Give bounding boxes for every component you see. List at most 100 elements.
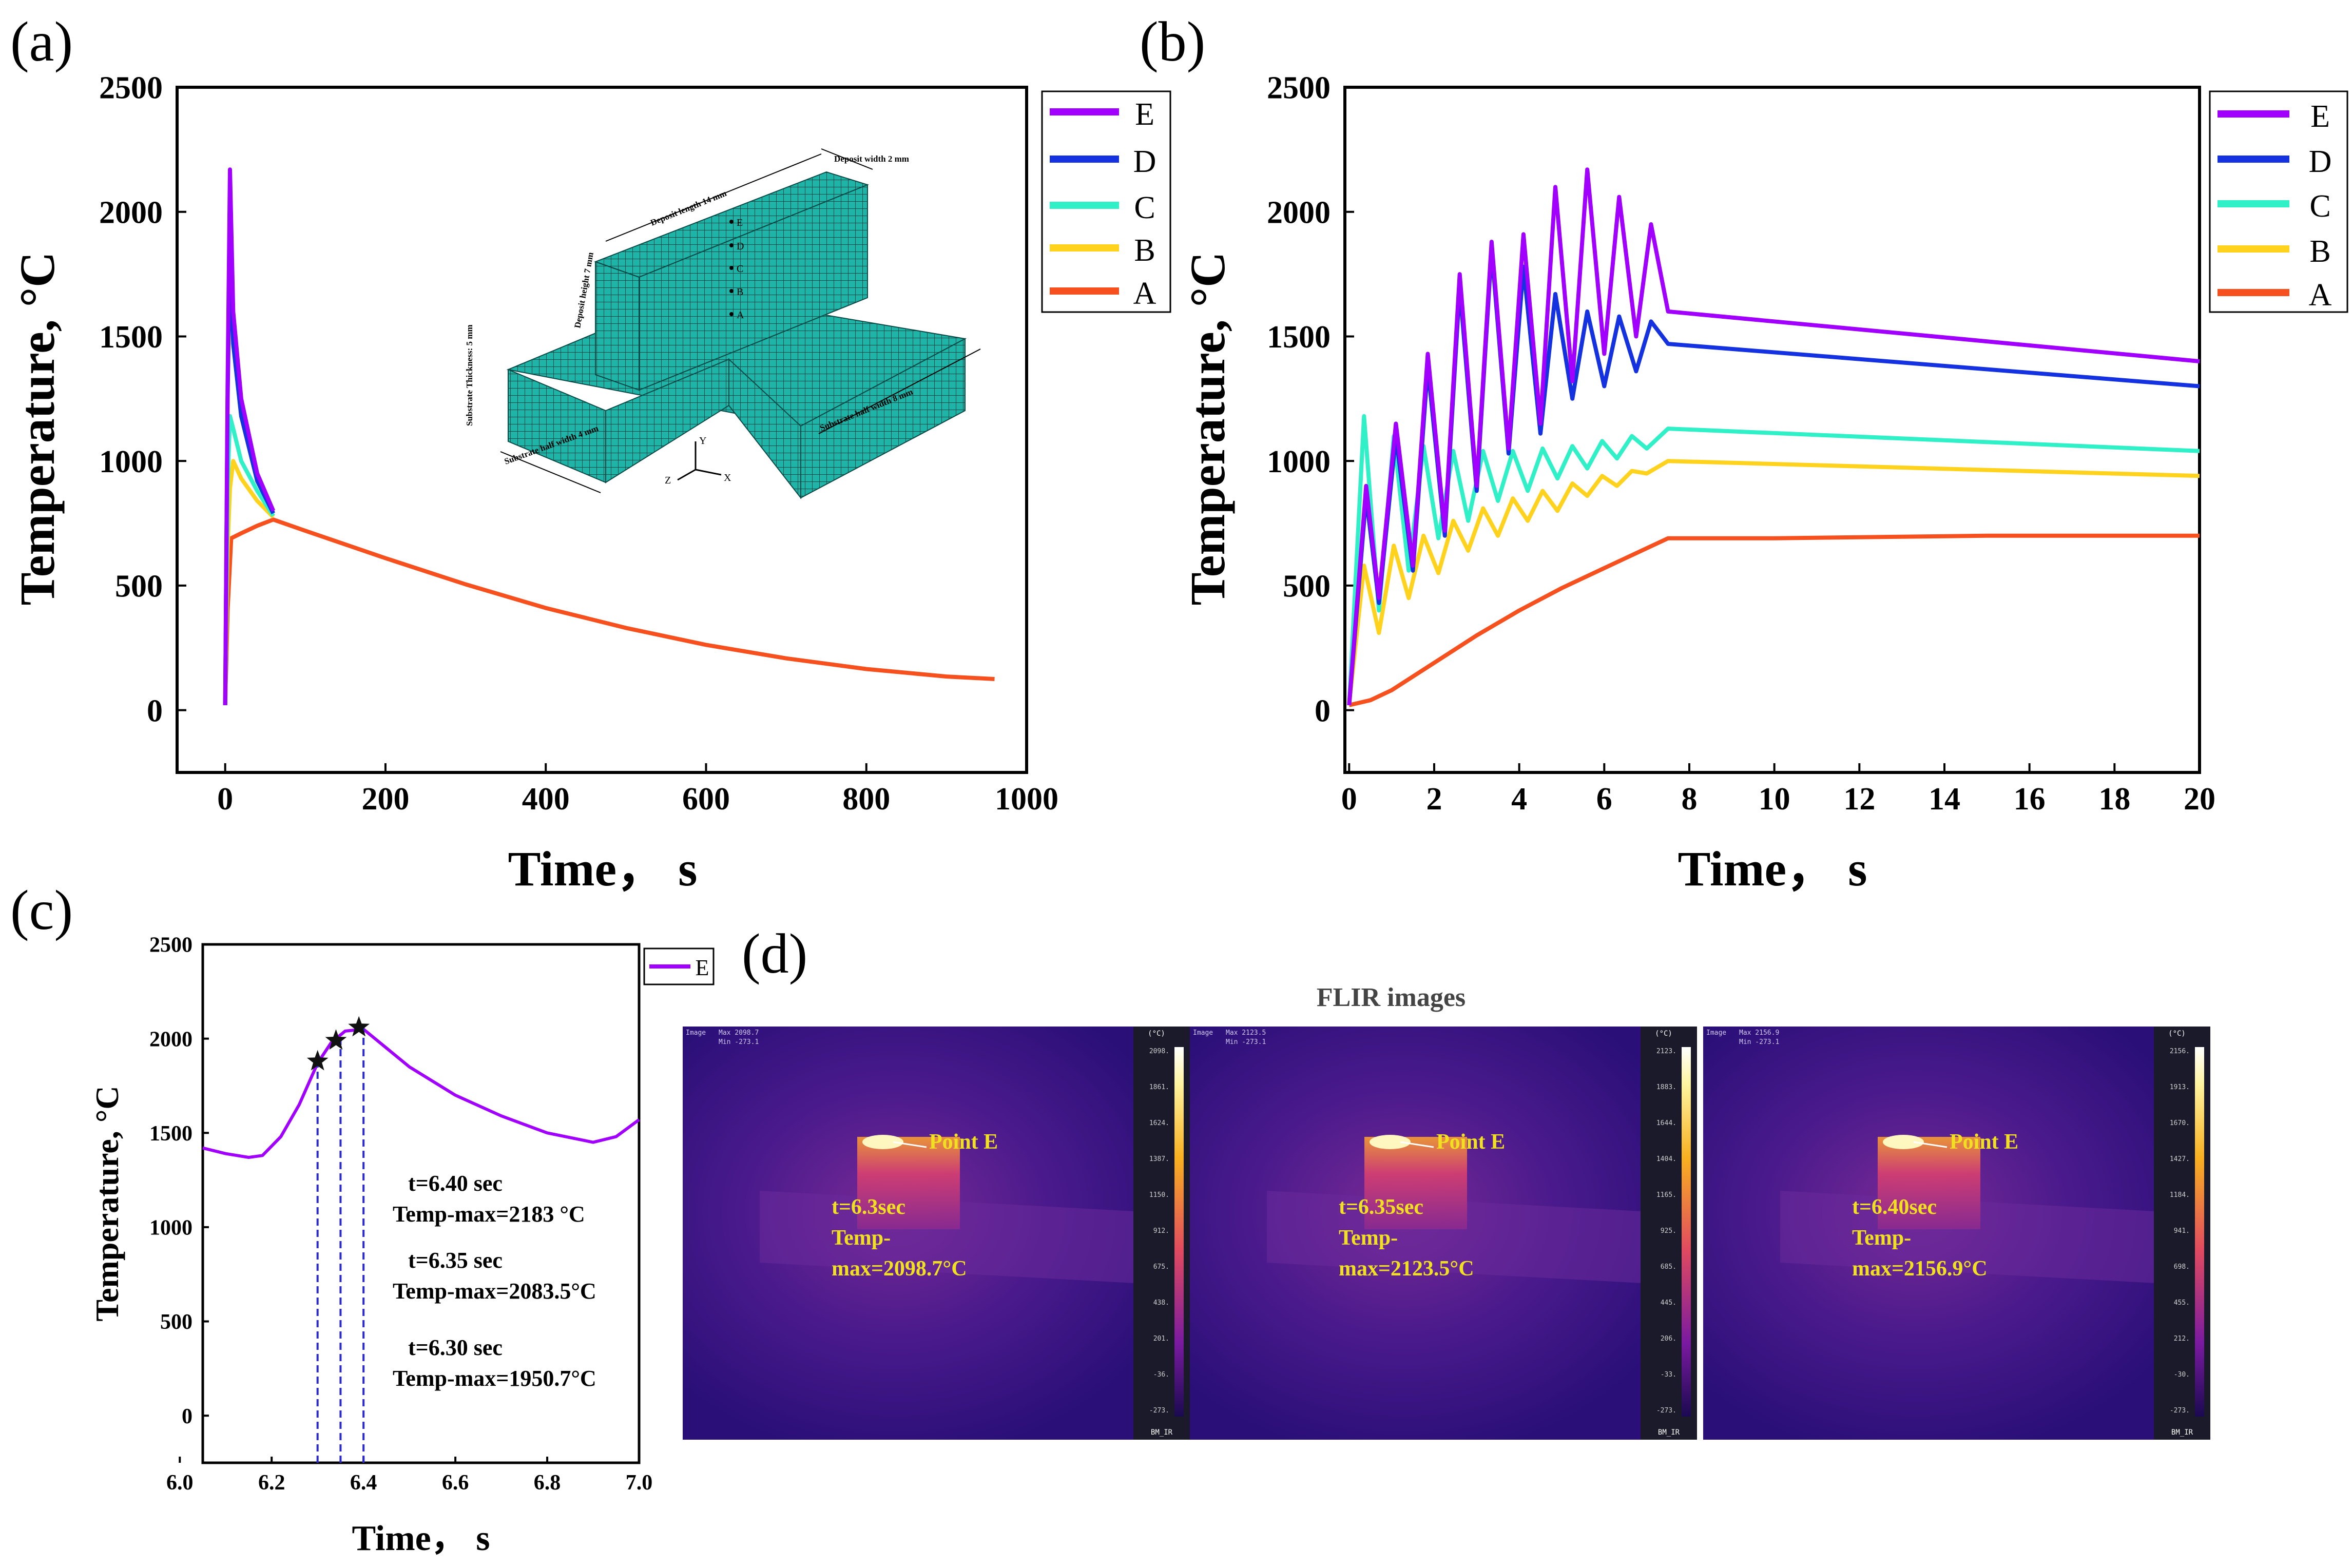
panel-c-frame [201, 943, 641, 1464]
flir-scale-tick-6: 698. [2174, 1263, 2190, 1271]
flir-brand: BM_IR [2171, 1428, 2193, 1437]
panel-b-label: (b) [1140, 10, 1205, 73]
panel-a-inset-mesh: Deposit length 14 mm Deposit width 2 mm … [465, 148, 981, 499]
panel-d: (d) FLIR images Point E t=6.3sec Temp-max=… [683, 922, 2210, 1440]
ytick-label-c-0: 0 [182, 1405, 192, 1428]
panel-b-frame [1343, 86, 2201, 774]
xtick-label-b-6: 12 [1843, 782, 1875, 817]
flir-scale-unit: (°C) [2168, 1030, 2186, 1038]
inset-point-dot-C [729, 266, 734, 270]
series-line-b-B [1347, 459, 2200, 706]
flir-header-min: Min -273.1 [719, 1038, 759, 1046]
xtick-label-b-0: 0 [1341, 782, 1357, 817]
xtick-label-b-3: 6 [1596, 782, 1612, 817]
inset-point-dot-D [729, 243, 734, 247]
inset-point-dot-B [729, 289, 734, 293]
flir-point-leader [893, 1141, 927, 1148]
star-marker-0 [306, 1050, 329, 1071]
flir-temp-label-2: max=2123.5°C [1339, 1257, 1474, 1281]
ytick-label-a-2: 1000 [99, 444, 163, 479]
flir-scale-tick-2: 1670. [2170, 1119, 2190, 1127]
inset-axis-y: Y [699, 435, 706, 447]
flir-scale-tick-9: -33. [1661, 1371, 1676, 1379]
legend-a-label-D: D [1133, 144, 1156, 179]
series-line-a-A [223, 517, 995, 706]
series-line-b-C [1347, 414, 2200, 706]
series-line-b-E [1347, 167, 2200, 706]
flir-point-leader [1400, 1141, 1434, 1148]
xtick-label-a-3: 600 [682, 782, 730, 817]
series-line-c-E [202, 1028, 640, 1159]
panel-d-title: FLIR images [1317, 983, 1466, 1012]
series-line-a-E [223, 167, 276, 705]
flir-image-0: Point E t=6.3sec Temp-max=2098.7°C Image Max… [683, 1027, 1190, 1440]
inset-point-E: E [737, 217, 743, 228]
flir-header-max: Max 2098.7 [719, 1029, 759, 1037]
xtick-label-b-2: 4 [1511, 782, 1527, 817]
ytick-label-b-5: 2500 [1267, 71, 1331, 106]
flir-header-min: Min -273.1 [1226, 1038, 1266, 1046]
ytick-label-a-0: 0 [147, 693, 163, 728]
flir-scale-tick-3: 1427. [2170, 1155, 2190, 1163]
panel-a-frame [176, 86, 1028, 774]
flir-temp-label-2: max=2156.9°C [1852, 1257, 1988, 1281]
flir-scale-tick-7: 438. [1153, 1299, 1169, 1307]
flir-scale-tick-2: 1624. [1149, 1119, 1169, 1127]
panel-b-ylabel: Temperature, °C [1180, 252, 1235, 606]
ytick-label-b-3: 1500 [1267, 320, 1331, 355]
legend-b-label-C: C [2309, 189, 2330, 224]
inset-deposit-height: Deposit height 7 mm [572, 251, 595, 329]
flir-scale-tick-8: 206. [1661, 1335, 1676, 1343]
panel-c: (c) 0 500 1000 1500 2000 2500 6.0 6.2 6.4 6.6 6.8… [10, 879, 715, 1558]
inset-point-B: B [737, 286, 743, 298]
panel-a-label: (a) [10, 10, 73, 73]
flir-scale-tick-7: 455. [2174, 1299, 2190, 1307]
legend-c-label-E: E [696, 955, 709, 980]
legend-b-label-A: A [2309, 278, 2332, 313]
inset-dim-line-left [500, 451, 601, 493]
flir-image-2: Point E t=6.40sec Temp-max=2156.9°C Image Ma… [1703, 1027, 2210, 1440]
flir-plate [760, 1191, 1134, 1283]
flir-scale-tick-10: -273. [1149, 1407, 1169, 1415]
inset-dim-line-width [821, 148, 873, 170]
flir-brand: BM_IR [1151, 1428, 1173, 1437]
xtick-label-a-2: 400 [522, 782, 570, 817]
ytick-label-b-1: 500 [1283, 569, 1331, 604]
panel-b: (b) 0 500 1000 1500 2000 2500 0 2 4 6 8 10 12 14 16 18… [1140, 10, 2348, 896]
xtick-label-c-0: 6.0 [166, 1471, 194, 1495]
flir-scale-tick-5: 941. [2174, 1227, 2190, 1235]
annotation-t-640: t=6.40 sec [408, 1171, 503, 1196]
inset-coordinate-axes: Y Z X [665, 435, 731, 486]
flir-hot-deposit [1364, 1137, 1467, 1229]
xtick-label-c-1: 6.2 [258, 1471, 285, 1495]
xtick-label-c-2: 6.4 [350, 1471, 377, 1495]
flir-scale-tick-9: -30. [2174, 1371, 2190, 1379]
flir-point-label: Point E [929, 1130, 998, 1154]
ytick-label-a-5: 2500 [99, 71, 163, 106]
flir-scale-unit: (°C) [1655, 1030, 1672, 1038]
flir-scale-tick-10: -273. [2170, 1407, 2190, 1415]
flir-image-1: Point E t=6.35sec Temp-max=2123.5°C Image Ma… [1190, 1027, 1697, 1440]
flir-scale-tick-1: 1861. [1149, 1083, 1169, 1091]
flir-scale-bar [1682, 1047, 1691, 1417]
ytick-label-c-2: 1000 [149, 1216, 192, 1240]
annotation-temp-635: Temp-max=2083.5°C [393, 1279, 596, 1304]
legend-a-label-B: B [1134, 233, 1155, 268]
inset-point-D: D [737, 241, 744, 252]
panel-b-lines [1347, 167, 2200, 707]
flir-temp-label-1: Temp- [1339, 1226, 1398, 1250]
panel-a: (a) 0 500 1000 1500 2000 2500 0 200 400 600 800 10… [10, 10, 1171, 896]
inset-axis-z: Z [665, 475, 671, 486]
ytick-label-b-2: 1000 [1267, 444, 1331, 479]
xtick-label-c-3: 6.6 [442, 1471, 469, 1495]
inset-substrate-thickness: Substrate Thickness: 5 mm [465, 324, 474, 426]
ytick-label-c-3: 1500 [149, 1122, 192, 1146]
panel-b-xticks: 0 2 4 6 8 10 12 14 16 18 20 [1341, 763, 2215, 817]
flir-hotspot [1883, 1135, 1924, 1149]
ytick-label-c-4: 2000 [149, 1028, 192, 1051]
panel-a-ylabel: Temperature, °C [10, 252, 65, 606]
flir-point-label: Point E [1436, 1130, 1505, 1154]
xtick-label-c-5: 7.0 [626, 1471, 653, 1495]
flir-scale-tick-4: 1165. [1656, 1191, 1676, 1199]
